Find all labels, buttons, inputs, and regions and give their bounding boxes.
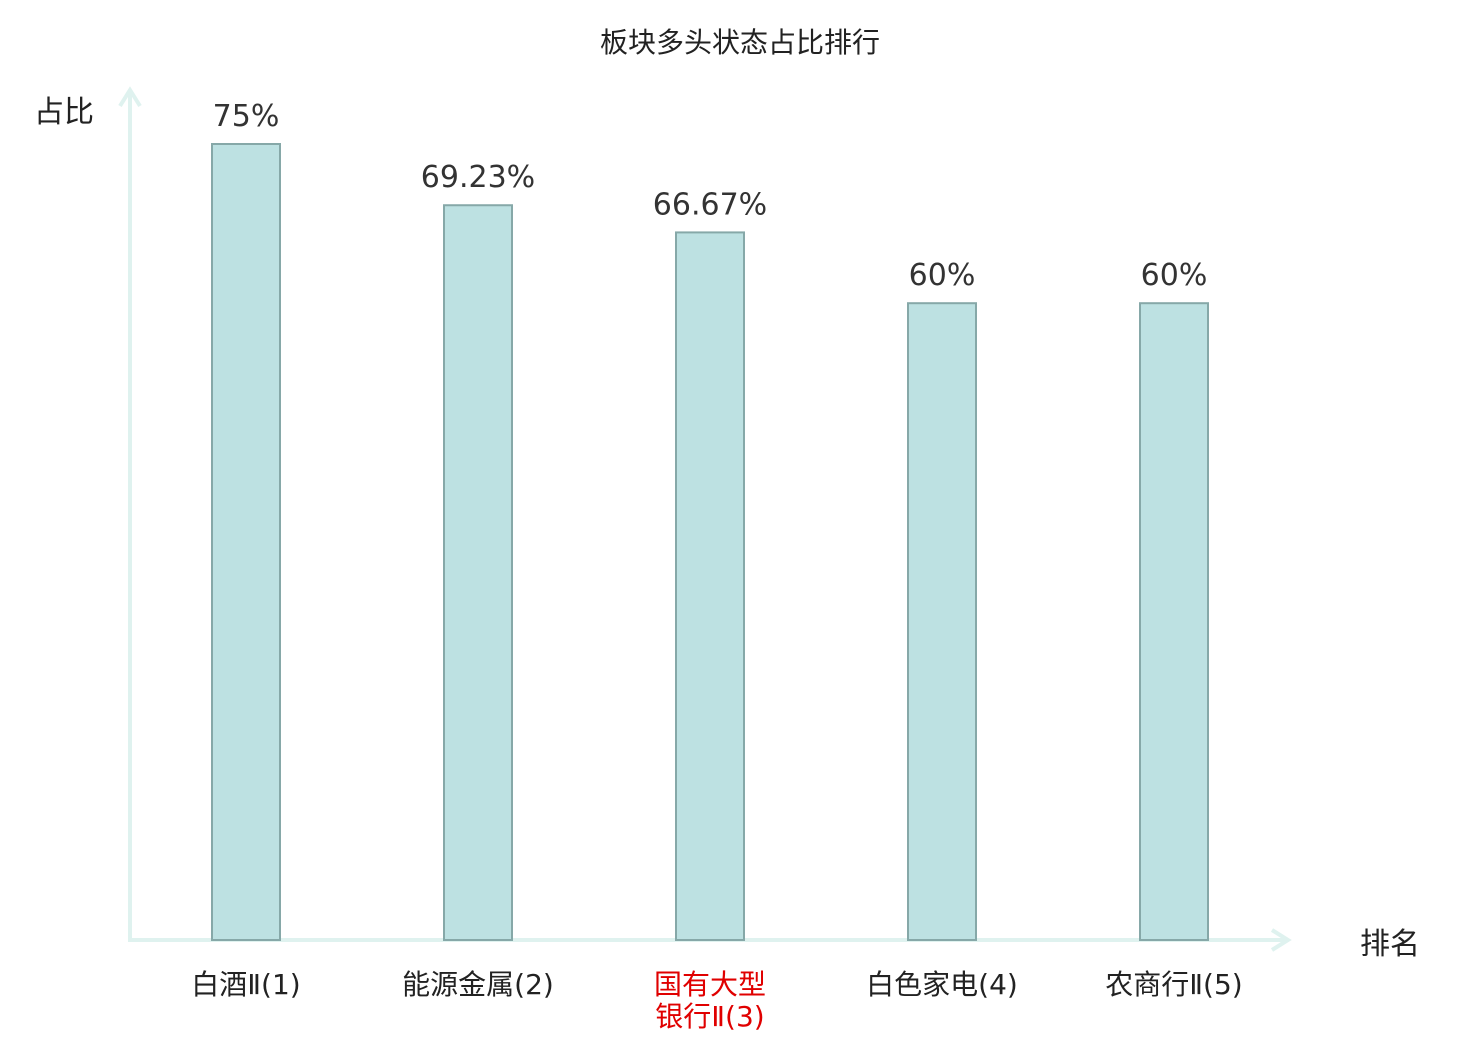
y-axis-label: 占比 [34,95,94,130]
bar-5 [1139,302,1209,941]
value-label-1: 75% [213,99,280,134]
category-label-1: 白酒Ⅱ(1) [191,968,300,1001]
category-label-2-line-1: 能源金属(2) [402,968,554,1001]
category-label-1-line-1: 白酒Ⅱ(1) [191,968,300,1001]
category-label-3: 国有大型银行Ⅱ(3) [654,968,766,1033]
bar-1 [211,143,281,941]
category-label-4-line-1: 白色家电(4) [866,968,1018,1001]
category-label-2: 能源金属(2) [402,968,554,1001]
category-labels: 白酒Ⅱ(1) 能源金属(2) 国有大型银行Ⅱ(3) 白色家电(4) 农商行Ⅱ(5) [191,968,1242,1033]
bars [211,143,1209,942]
bar-2 [443,204,513,941]
x-axis-label: 排名 [1360,927,1420,962]
value-labels: 75% 69.23% 66.67% 60% 60% [213,99,1208,293]
bar-4 [907,302,977,941]
category-label-3-line-2: 银行Ⅱ(3) [655,1000,764,1033]
category-label-5: 农商行Ⅱ(5) [1105,968,1242,1001]
chart-title: 板块多头状态占比排行 [600,26,880,59]
category-label-4: 白色家电(4) [866,968,1018,1001]
y-axis-arrow [118,86,142,108]
value-label-3: 66.67% [653,187,767,222]
bar-3 [675,231,745,942]
value-label-4: 60% [909,258,976,293]
value-label-5: 60% [1141,258,1208,293]
x-axis-arrow [1270,928,1292,952]
value-label-2: 69.23% [421,160,535,195]
category-label-3-line-1: 国有大型 [654,968,766,1001]
category-label-5-line-1: 农商行Ⅱ(5) [1105,968,1242,1001]
